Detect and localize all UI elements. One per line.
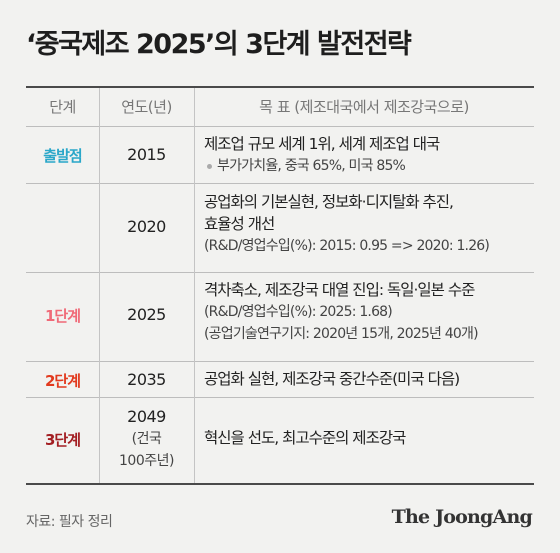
header-goal: 목 표 (제조대국에서 제조강국으로) (259, 98, 469, 116)
year-cell: 2015 (127, 145, 166, 164)
row-divider (26, 361, 534, 362)
stage-label: 2단계 (44, 372, 81, 390)
bullet-icon (207, 163, 212, 169)
header-rule (26, 126, 534, 127)
header-year: 연도(년) (121, 98, 172, 116)
goal-cell: 혁신을 선도, 최고수준의 제조강국 (204, 429, 406, 447)
row-divider (26, 183, 534, 184)
stage-label: 1단계 (44, 307, 81, 325)
stage-label: 3단계 (44, 431, 81, 449)
row-divider (26, 272, 534, 273)
stage-label: 출발점 (43, 147, 82, 165)
goal-cell: 제조업 규모 세계 1위, 세계 제조업 대국 부가가치율, 중국 65%, 미… (204, 135, 440, 174)
year-cell: 2025 (127, 305, 166, 324)
year-cell: 2035 (127, 370, 166, 389)
publisher-logo: The JoongAng (391, 506, 533, 528)
row-divider (26, 397, 534, 398)
column-divider (194, 88, 195, 483)
goal-cell: 공업화의 기본실현, 정보화·디지탈화 추진, 효율성 개선 (R&D/영업수입… (204, 193, 490, 254)
goal-cell: 격차축소, 제조강국 대열 진입: 독일·일본 수준 (R&D/영업수입(%):… (204, 281, 479, 342)
table-top-rule (26, 86, 534, 88)
source-note: 자료: 필자 정리 (26, 514, 113, 530)
column-divider (99, 88, 100, 483)
page-title: ‘중국제조 2025’의 3단계 발전전략 (26, 29, 412, 60)
year-cell: 2049 (건국 100주년) (119, 407, 174, 469)
header-stage: 단계 (49, 98, 76, 116)
year-cell: 2020 (127, 217, 166, 236)
table-bottom-rule (26, 483, 534, 485)
goal-cell: 공업화 실현, 제조강국 중간수준(미국 다음) (204, 370, 460, 388)
